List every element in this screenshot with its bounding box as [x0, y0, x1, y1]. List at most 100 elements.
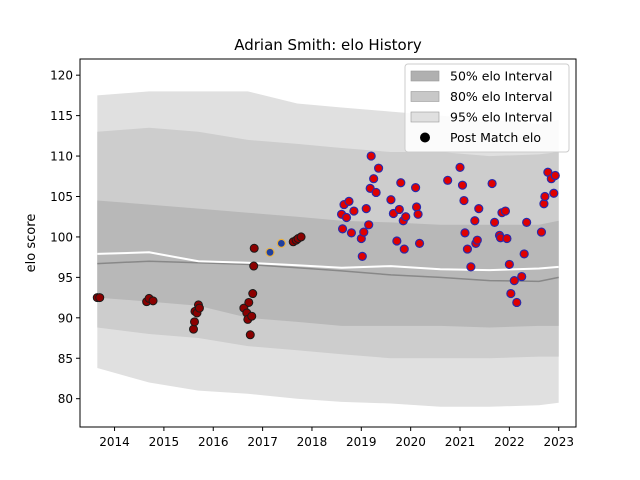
legend-marker — [420, 132, 430, 143]
match-point — [459, 195, 469, 206]
x-tick-label: 2019 — [346, 435, 377, 449]
match-point — [364, 220, 374, 230]
y-tick-label: 115 — [50, 109, 73, 123]
match-point — [359, 227, 369, 237]
match-point — [245, 330, 255, 340]
match-point — [276, 238, 286, 249]
y-tick-label: 120 — [50, 69, 73, 83]
legend-label: 95% elo Interval — [450, 110, 552, 125]
match-point — [414, 238, 425, 249]
y-tick-label: 110 — [50, 150, 73, 164]
match-point — [399, 244, 409, 254]
chart-title: Adrian Smith: elo History — [234, 36, 422, 54]
match-point — [249, 261, 259, 271]
match-point — [413, 209, 423, 219]
match-point — [386, 195, 396, 205]
plot-content — [92, 91, 560, 407]
match-point — [462, 244, 473, 254]
median-line — [97, 260, 559, 283]
match-point — [455, 162, 465, 172]
x-tick-label: 2015 — [149, 435, 180, 449]
y-tick-label: 105 — [50, 190, 73, 204]
match-point — [369, 174, 379, 184]
match-point — [470, 216, 480, 226]
x-tick-label: 2016 — [198, 435, 229, 449]
match-point — [337, 224, 348, 234]
legend-swatch — [410, 70, 440, 82]
match-point — [248, 289, 258, 299]
x-tick-label: 2022 — [494, 435, 525, 449]
match-point — [396, 178, 406, 188]
y-tick-label: 95 — [58, 271, 73, 285]
match-point — [519, 249, 529, 259]
mean-line — [97, 251, 559, 272]
band-50 — [97, 200, 559, 328]
match-point — [443, 175, 453, 185]
match-point — [472, 235, 482, 245]
legend-swatch — [410, 91, 440, 102]
match-point — [265, 247, 275, 257]
legend-label: Post Match elo — [450, 130, 541, 145]
match-point — [392, 236, 402, 246]
y-tick-label: 85 — [58, 352, 73, 366]
match-point — [411, 182, 421, 193]
match-point — [550, 170, 560, 181]
legend-swatch — [410, 111, 440, 123]
x-tick-label: 2014 — [99, 435, 130, 449]
match-point — [487, 178, 497, 189]
y-axis-label: elo score — [24, 214, 39, 273]
match-point — [401, 212, 411, 222]
x-tick-label: 2021 — [445, 435, 476, 449]
match-point — [411, 202, 422, 212]
axes-frame — [79, 58, 577, 428]
match-point — [148, 296, 158, 306]
x-tick-label: 2023 — [543, 435, 574, 449]
y-tick-label: 80 — [58, 392, 73, 406]
match-point — [357, 251, 367, 261]
y-tick-label: 90 — [58, 311, 73, 325]
match-point — [502, 233, 512, 244]
match-point — [517, 271, 527, 282]
legend-label: 80% elo Interval — [450, 89, 552, 104]
match-point — [296, 232, 306, 242]
plot-area — [92, 91, 560, 407]
y-tick-label: 100 — [50, 230, 73, 244]
match-point — [509, 276, 519, 286]
match-point — [489, 217, 500, 227]
x-tick-label: 2017 — [247, 435, 278, 449]
legend-box — [404, 63, 570, 153]
match-point — [95, 293, 105, 303]
x-tick-label: 2020 — [395, 435, 426, 449]
match-point — [522, 217, 532, 227]
x-tick-label: 2018 — [297, 435, 328, 449]
match-point — [466, 262, 476, 272]
match-point — [366, 151, 376, 161]
match-point — [373, 163, 384, 173]
match-point — [247, 311, 257, 321]
match-point — [349, 206, 359, 216]
axes: 2014 2015 2016 2017 2018 2019 2020 2021 2022 2023… — [50, 58, 577, 449]
match-point — [512, 297, 522, 308]
match-point — [344, 196, 354, 206]
match-point — [189, 317, 199, 327]
match-point — [474, 204, 484, 214]
match-point — [540, 191, 550, 202]
match-point — [457, 180, 468, 190]
legend: 50% elo Interval 80% elo Interval 95% elo … — [404, 63, 570, 153]
match-point — [394, 204, 404, 215]
match-point — [341, 212, 352, 223]
match-point — [189, 324, 199, 334]
match-point — [249, 243, 259, 253]
match-point — [460, 228, 470, 238]
match-point — [506, 288, 516, 299]
match-point — [244, 297, 254, 307]
match-point — [371, 187, 381, 198]
match-point — [346, 228, 357, 238]
match-point — [536, 227, 547, 237]
match-point — [500, 206, 511, 216]
match-point — [194, 303, 204, 313]
legend-label: 50% elo Interval — [450, 69, 552, 84]
match-point — [549, 188, 559, 198]
match-point — [361, 204, 371, 214]
